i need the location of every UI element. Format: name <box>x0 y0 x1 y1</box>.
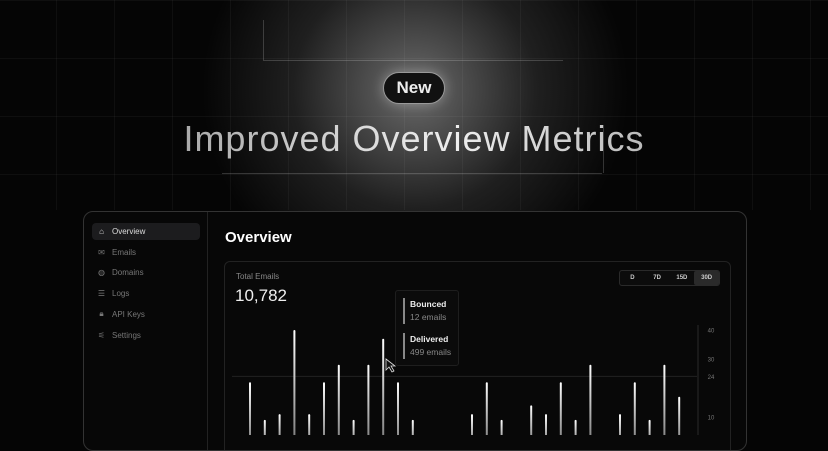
app-window: ⌂ Overview ✉ Emails ◍ Domains ☰ Logs 🔒︎ API Keys ⚟… <box>83 211 747 451</box>
chart-bar[interactable] <box>382 338 385 435</box>
chart-bar[interactable] <box>352 419 355 435</box>
sidebar-item-emails[interactable]: ✉ Emails <box>92 244 200 261</box>
chart-bar[interactable] <box>367 364 370 435</box>
sidebar-item-label: Domains <box>112 268 144 278</box>
chart-bar[interactable] <box>559 382 562 435</box>
chart-bar[interactable] <box>308 414 311 435</box>
chart-bar[interactable] <box>619 414 621 435</box>
background-grid <box>0 0 828 210</box>
logs-icon: ☰ <box>97 289 106 299</box>
new-badge: New <box>383 72 445 104</box>
sidebar-item-label: Emails <box>112 247 137 257</box>
chart-bar[interactable] <box>545 414 547 435</box>
bounced-label: Bounced <box>410 299 447 309</box>
emails-chart: 40 30 24 10 <box>232 325 715 435</box>
sliders-icon: ⚟ <box>97 330 106 340</box>
chart-bar[interactable] <box>500 419 503 435</box>
delivered-label: Delivered <box>410 334 449 344</box>
chart-bar[interactable] <box>249 382 251 435</box>
chart-bar[interactable] <box>574 419 577 435</box>
sidebar-item-overview[interactable]: ⌂ Overview <box>92 223 200 240</box>
chart-bar[interactable] <box>323 382 325 435</box>
chart-bar[interactable] <box>589 364 592 435</box>
chart-bar[interactable] <box>337 364 340 435</box>
delivered-value: 499 emails <box>410 347 452 357</box>
chart-bar[interactable] <box>663 364 666 435</box>
range-15d[interactable]: 15D <box>676 275 688 281</box>
deco-line <box>263 20 264 60</box>
range-d[interactable]: D <box>630 275 635 281</box>
hero-title: Improved Overview Metrics <box>0 118 828 160</box>
chart-bar[interactable] <box>633 382 636 435</box>
chart-bar[interactable] <box>411 419 414 435</box>
deco-line <box>222 173 602 174</box>
sidebar-item-label: Logs <box>112 289 130 299</box>
total-emails-value: 10,782 <box>235 286 287 305</box>
sidebar-item-label: Settings <box>112 330 141 340</box>
lock-icon: 🔒︎ <box>99 309 104 319</box>
sidebar-item-api-keys[interactable]: 🔒︎ API Keys <box>92 306 200 323</box>
range-30d[interactable]: 30D <box>694 271 719 285</box>
bounced-marker <box>403 298 405 324</box>
sidebar-item-settings[interactable]: ⚟ Settings <box>92 327 200 344</box>
range-selector: D 7D 15D 30D <box>619 270 720 286</box>
mail-icon: ✉ <box>98 247 105 257</box>
chart-bar[interactable] <box>678 396 681 435</box>
chart-bar[interactable] <box>471 414 473 435</box>
chart-bar[interactable] <box>293 330 296 435</box>
chart-bar[interactable] <box>485 382 488 435</box>
deco-line <box>263 60 563 61</box>
chart-tooltip: Bounced 12 emails Delivered 499 emails <box>395 290 459 366</box>
sidebar-item-logs[interactable]: ☰ Logs <box>92 285 200 302</box>
home-icon: ⌂ <box>99 227 104 236</box>
chart-bar[interactable] <box>278 414 281 435</box>
sidebar: ⌂ Overview ✉ Emails ◍ Domains ☰ Logs 🔒︎ API Keys ⚟… <box>84 212 208 450</box>
sidebar-item-domains[interactable]: ◍ Domains <box>92 264 200 281</box>
chart-bar[interactable] <box>263 419 266 435</box>
sidebar-item-label: Overview <box>112 227 146 236</box>
range-7d[interactable]: 7D <box>653 275 661 281</box>
y-tick-label: 24 <box>708 375 715 381</box>
chart-bar[interactable] <box>530 405 533 435</box>
y-tick-label: 10 <box>708 416 715 422</box>
chart-bar[interactable] <box>648 419 651 435</box>
y-tick-label: 40 <box>708 329 715 335</box>
globe-icon: ◍ <box>98 268 105 278</box>
bounced-value: 12 emails <box>410 312 447 322</box>
total-emails-label: Total Emails <box>236 272 280 281</box>
chart-bar[interactable] <box>397 382 399 435</box>
deco-line <box>603 125 604 173</box>
y-tick-label: 30 <box>708 358 715 364</box>
sidebar-item-label: API Keys <box>112 309 145 319</box>
delivered-marker <box>403 333 405 359</box>
page-title: Overview <box>225 229 292 246</box>
